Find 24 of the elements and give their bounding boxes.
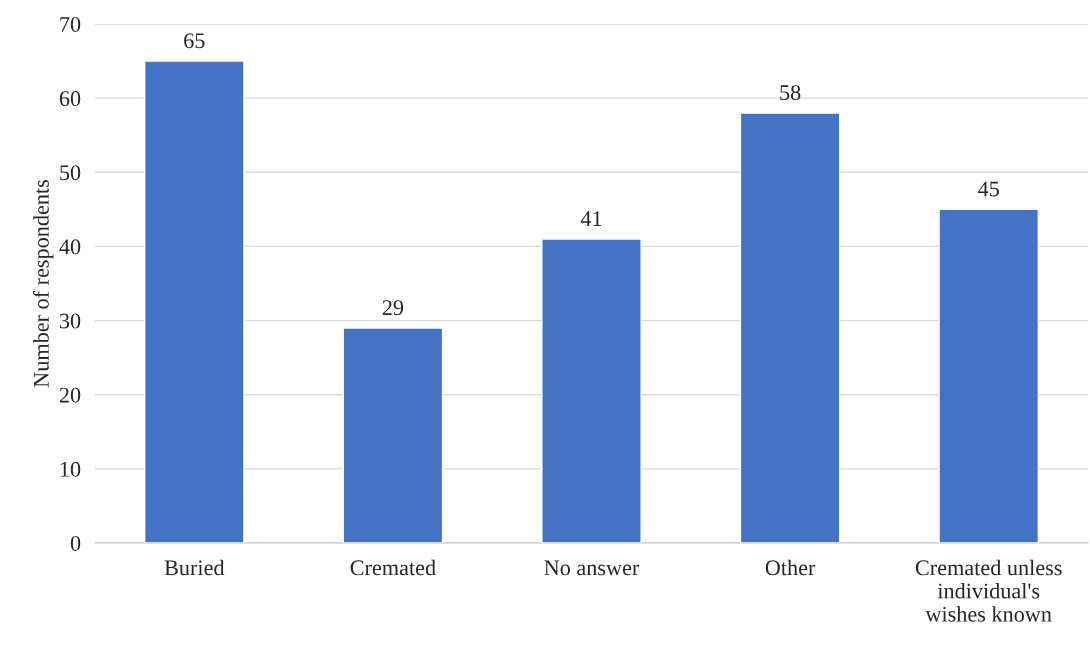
bar: [938, 208, 1040, 543]
x-tick-label: Buried: [164, 559, 225, 576]
y-tick-label: 0: [70, 535, 81, 551]
data-label: 29: [382, 300, 404, 316]
y-tick-label: 50: [60, 165, 81, 181]
x-tick-label: No answer: [544, 560, 640, 576]
y-tick-label: 20: [59, 387, 81, 403]
bar: [739, 112, 841, 543]
data-label: 45: [978, 181, 999, 197]
x-tick-label: Other: [765, 559, 816, 576]
y-tick-label: 30: [59, 313, 81, 329]
x-tick-label: Cremated unless individual's wishes known: [915, 559, 1062, 622]
data-label: 41: [580, 211, 602, 226]
bar: [541, 238, 642, 543]
y-tick-label: 70: [60, 16, 81, 32]
data-label: 58: [780, 85, 801, 101]
y-axis-title: Number of respondents: [32, 180, 54, 388]
y-tick-label: 40: [59, 239, 81, 255]
y-tick-label: 10: [60, 461, 81, 477]
bar: [143, 60, 245, 543]
data-label: 65: [184, 33, 205, 49]
x-tick-label: Cremated: [350, 559, 436, 576]
y-tick-label: 60: [59, 91, 81, 107]
bar: [342, 327, 444, 543]
